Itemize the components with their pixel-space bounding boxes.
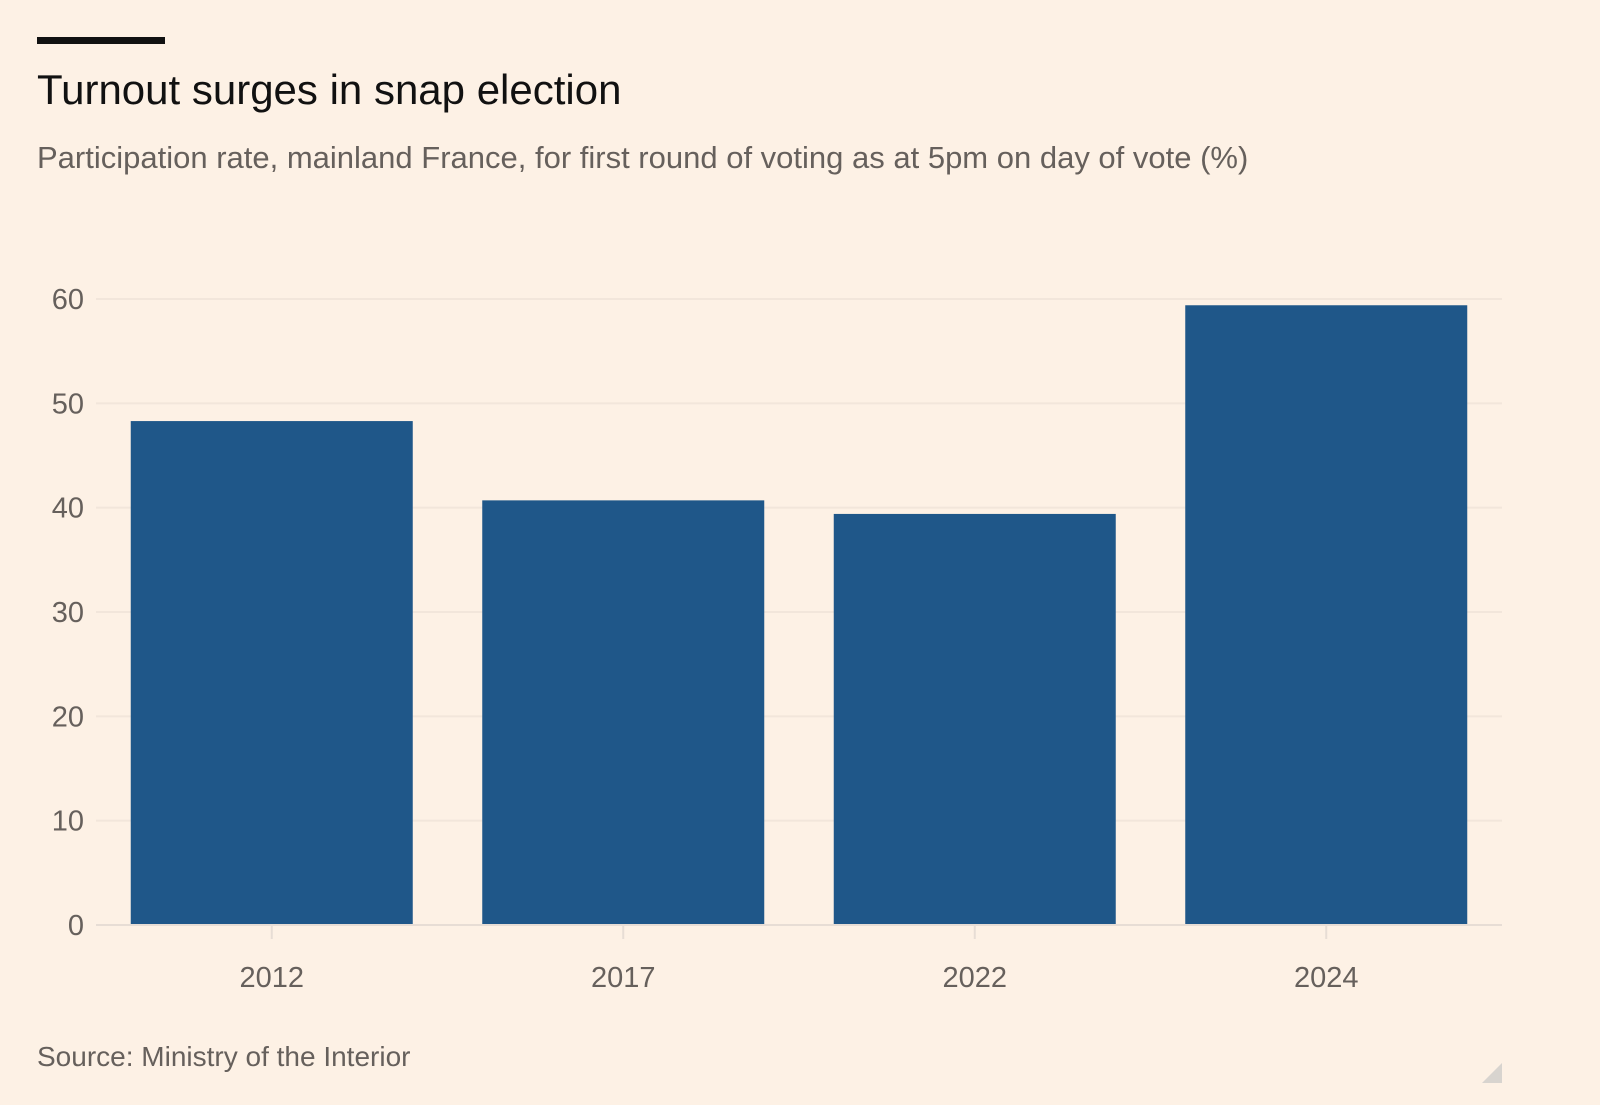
x-tick-label: 2024 [1294,962,1359,994]
bars [130,305,1468,925]
chart-title: Turnout surges in snap election [37,66,622,113]
bar-2012 [130,421,413,925]
y-tick-label: 60 [52,284,84,316]
axes [96,924,1502,939]
x-tick-label: 2017 [591,962,656,994]
y-tick-label: 20 [52,701,84,733]
x-tick-label: 2012 [239,962,304,994]
chart-subtitle: Participation rate, mainland France, for… [37,140,1249,175]
title-accent-rule [37,37,165,44]
y-tick-label: 0 [68,910,84,942]
y-tick-label: 30 [52,597,84,629]
tick-labels: 0 10 20 30 40 50 60 2012 2017 2022 2024 [52,284,1359,994]
bar-2024 [1185,305,1468,925]
resize-handle[interactable] [1482,1063,1502,1083]
y-tick-label: 50 [52,388,84,420]
source-note: Source: Ministry of the Interior [37,1041,411,1072]
y-tick-label: 10 [52,806,84,838]
x-tick-label: 2022 [942,962,1007,994]
bar-2017 [482,500,765,925]
bar-2022 [833,513,1116,925]
y-tick-label: 40 [52,493,84,525]
